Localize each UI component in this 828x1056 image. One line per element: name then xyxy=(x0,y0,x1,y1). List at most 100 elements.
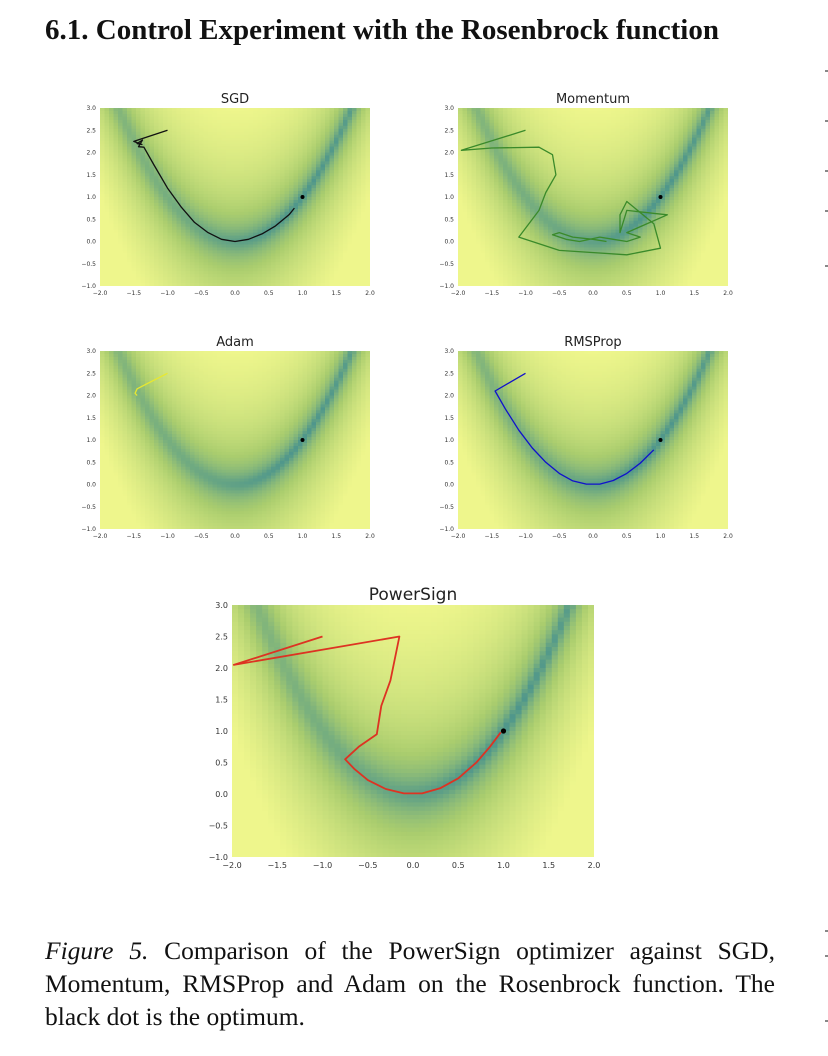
x-tick-label: −0.5 xyxy=(552,290,567,297)
y-tick-label: 3.0 xyxy=(444,105,454,112)
x-tick-label: −1.5 xyxy=(268,861,287,870)
x-tick-label: −2.0 xyxy=(451,290,466,297)
x-tick-label: −1.5 xyxy=(484,533,499,540)
chart-title: Momentum xyxy=(556,92,630,107)
y-tick-label: 0.0 xyxy=(444,239,454,246)
x-tick-label: −0.5 xyxy=(194,290,209,297)
y-tick-label: −1.0 xyxy=(209,853,228,862)
y-tick-label: 0.0 xyxy=(444,482,454,489)
y-tick-label: 1.0 xyxy=(86,437,96,444)
y-tick-label: 1.0 xyxy=(444,194,454,201)
x-tick-label: 1.5 xyxy=(689,533,699,540)
optimum-dot xyxy=(500,728,507,734)
x-tick-label: 1.0 xyxy=(298,290,308,297)
x-tick-label: 0.5 xyxy=(264,290,274,297)
x-tick-label: −2.0 xyxy=(451,533,466,540)
y-tick-label: 2.0 xyxy=(86,393,96,400)
x-tick-label: 0.0 xyxy=(407,861,420,870)
y-tick-label: 0.5 xyxy=(444,459,454,466)
adam-chart: Adam −2.0 −1.5 −1.0 −0.5 0.0 0.5 1.0 1.5 2.0 −1.0 −… xyxy=(81,335,375,540)
chart-title: Adam xyxy=(216,335,254,350)
y-tick-label: 0.5 xyxy=(215,759,228,768)
optimizer-trajectory xyxy=(494,372,655,485)
heatmap xyxy=(232,605,594,857)
y-tick-label: 2.0 xyxy=(444,393,454,400)
x-tick-label: 1.5 xyxy=(331,533,341,540)
x-tick-label: −1.5 xyxy=(126,290,141,297)
y-tick-label: 0.5 xyxy=(444,216,454,223)
heatmap xyxy=(458,108,728,286)
x-tick-label: 2.0 xyxy=(723,290,733,297)
optimum-dot xyxy=(658,438,663,442)
y-tick-label: −1.0 xyxy=(81,283,96,290)
y-tick-label: −0.5 xyxy=(81,504,96,511)
y-tick-label: 2.5 xyxy=(444,370,454,377)
x-tick-label: 1.5 xyxy=(542,861,555,870)
optimizer-trajectory xyxy=(133,129,295,243)
x-tick-label: −0.5 xyxy=(194,533,209,540)
y-tick-label: 2.0 xyxy=(86,150,96,157)
x-tick-label: 1.0 xyxy=(656,533,666,540)
x-tick-label: −1.5 xyxy=(484,290,499,297)
y-tick-label: 3.0 xyxy=(215,601,228,610)
x-tick-label: 0.0 xyxy=(230,290,240,297)
y-tick-label: 2.0 xyxy=(444,150,454,157)
y-tick-label: −0.5 xyxy=(439,504,454,511)
y-tick-label: 1.0 xyxy=(444,437,454,444)
momentum-chart: Momentum −2.0 −1.5 −1.0 −0.5 0.0 0.5 1.0 1.5 2.0 −… xyxy=(439,92,733,297)
y-tick-label: −0.5 xyxy=(209,822,228,831)
y-tick-label: 0.0 xyxy=(86,239,96,246)
x-tick-label: 2.0 xyxy=(365,290,375,297)
x-tick-label: −0.5 xyxy=(358,861,377,870)
y-tick-label: 1.0 xyxy=(86,194,96,201)
y-tick-label: 1.5 xyxy=(444,172,454,179)
y-tick-label: 2.5 xyxy=(215,633,228,642)
x-tick-label: 1.0 xyxy=(298,533,308,540)
chart-title: SGD xyxy=(221,92,249,107)
x-tick-label: 0.5 xyxy=(622,533,632,540)
rmsprop-chart: RMSProp −2.0 −1.5 −1.0 −0.5 0.0 0.5 1.0 1.5 2.0 −1… xyxy=(439,335,733,540)
section-heading: 6.1. Control Experiment with the Rosenbr… xyxy=(45,14,719,46)
optimizer-trajectory xyxy=(232,635,502,795)
chart-title: PowerSign xyxy=(369,585,457,605)
y-tick-label: 2.0 xyxy=(215,664,228,673)
x-tick-label: −1.0 xyxy=(518,290,533,297)
x-tick-label: 0.5 xyxy=(452,861,465,870)
y-tick-label: 2.5 xyxy=(86,370,96,377)
x-tick-label: −1.0 xyxy=(518,533,533,540)
x-tick-label: 1.0 xyxy=(497,861,510,870)
powersign-chart: PowerSign −2.0 −1.5 −1.0 −0.5 0.0 0.5 1.0 1.5 2.0… xyxy=(209,585,601,870)
x-tick-label: 0.0 xyxy=(588,533,598,540)
y-tick-label: −0.5 xyxy=(81,261,96,268)
x-tick-label: 0.5 xyxy=(622,290,632,297)
y-tick-label: −1.0 xyxy=(439,526,454,533)
y-tick-label: 1.0 xyxy=(215,727,228,736)
y-tick-label: 1.5 xyxy=(215,696,228,705)
heatmap xyxy=(100,108,370,286)
optimizer-trajectory xyxy=(460,129,668,256)
y-tick-label: 3.0 xyxy=(86,105,96,112)
y-tick-label: 0.0 xyxy=(215,790,228,799)
optimum-dot xyxy=(658,195,663,199)
sgd-chart: SGD −2.0 −1.5 −1.0 −0.5 0.0 0.5 1.0 1.5 2.0 −1.0 −0… xyxy=(81,92,375,297)
x-tick-label: −2.0 xyxy=(222,861,241,870)
y-tick-label: 1.5 xyxy=(86,172,96,179)
x-tick-label: −1.0 xyxy=(313,861,332,870)
optimum-dot xyxy=(300,438,305,442)
caption-text: Comparison of the PowerSign optimizer ag… xyxy=(45,936,775,1031)
page-margin-marks xyxy=(824,60,828,1022)
x-tick-label: 0.5 xyxy=(264,533,274,540)
chart-title: RMSProp xyxy=(564,335,621,350)
x-tick-label: 2.0 xyxy=(588,861,601,870)
y-tick-label: 1.5 xyxy=(86,415,96,422)
heatmap xyxy=(458,351,728,529)
y-tick-label: 2.5 xyxy=(444,127,454,134)
x-tick-label: 0.0 xyxy=(588,290,598,297)
x-tick-label: −0.5 xyxy=(552,533,567,540)
y-tick-label: 0.5 xyxy=(86,459,96,466)
y-tick-label: 0.0 xyxy=(86,482,96,489)
y-tick-label: 3.0 xyxy=(444,348,454,355)
y-tick-label: 3.0 xyxy=(86,348,96,355)
x-tick-label: 2.0 xyxy=(365,533,375,540)
x-tick-label: 0.0 xyxy=(230,533,240,540)
